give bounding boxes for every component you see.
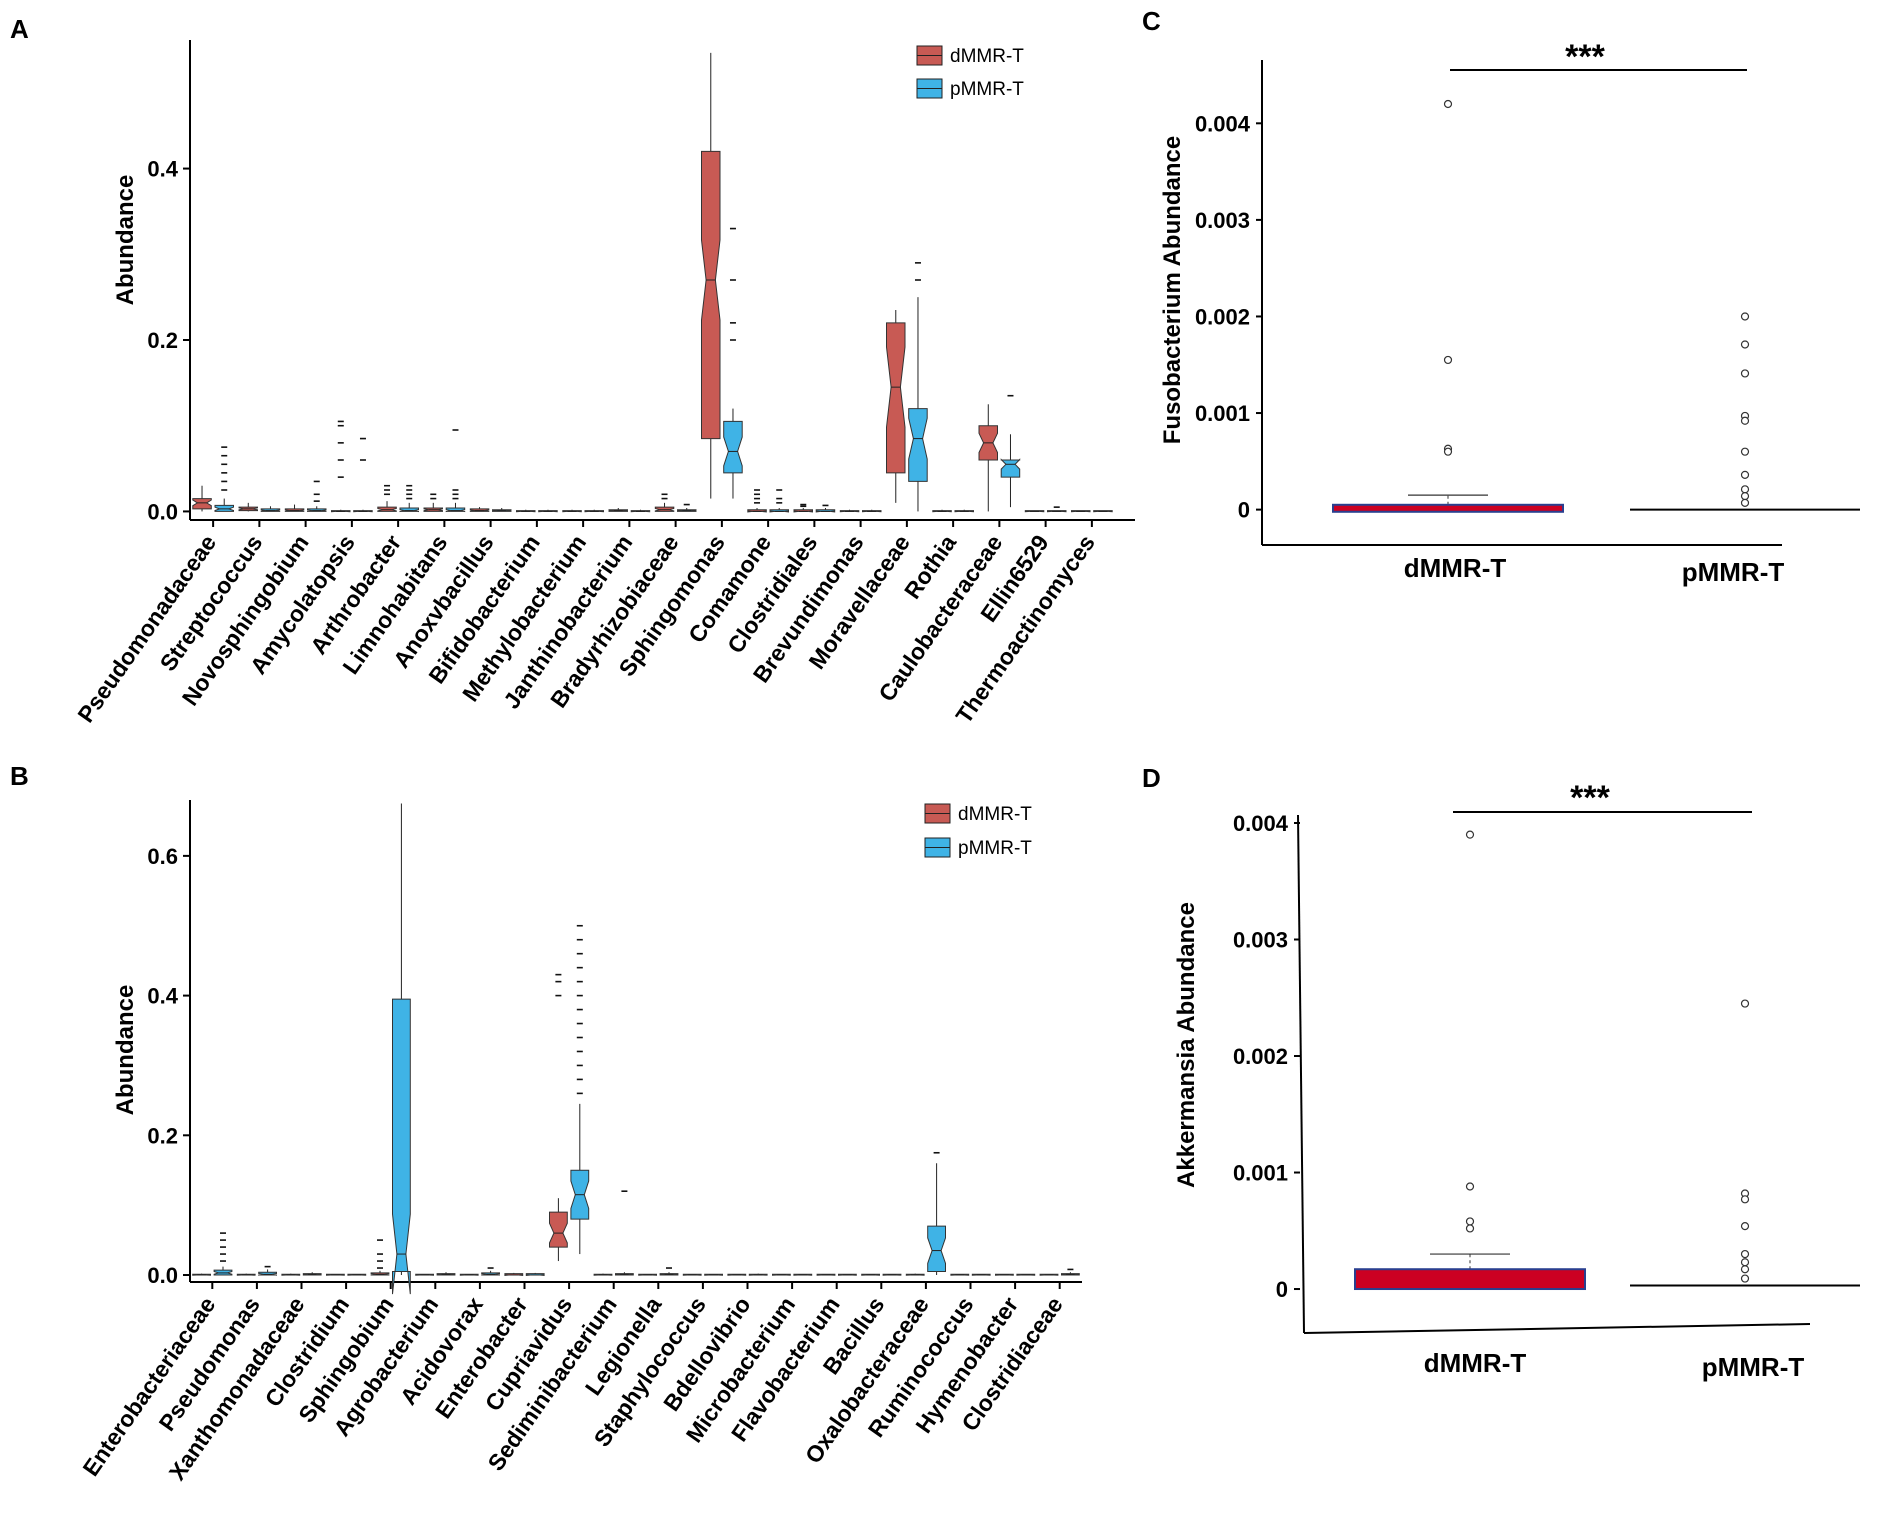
y-tick-label: 0.4	[147, 984, 178, 1009]
panel-d-marks: 0 0.001 0.002 0.003 0.004	[1233, 811, 1860, 1302]
panel-c: Fusobacterium Abundance *** dMMR-T pMMR-…	[1159, 38, 1860, 587]
outlier-point	[1742, 341, 1749, 348]
box	[724, 421, 743, 473]
legend-b-pmmr-label: pMMR-T	[958, 838, 1032, 859]
panel-d-significance-stars: ***	[1570, 779, 1610, 817]
box	[887, 323, 906, 473]
y-tick-label: 0.004	[1233, 811, 1289, 836]
y-tick-label: 0.003	[1195, 208, 1250, 233]
outlier-point	[1467, 1183, 1474, 1190]
panel-d-y-axis	[1298, 815, 1304, 1333]
outlier-point	[1445, 356, 1452, 363]
y-tick-label: 0.004	[1195, 111, 1251, 136]
panel-d-x-axis	[1304, 1324, 1810, 1333]
figure: A B C D Abundance 0.00.20.4Pseudomonadac…	[0, 0, 1904, 1517]
panel-c-marks: 0 0.001 0.002 0.003 0.004	[1195, 101, 1860, 523]
legend-a-pmmr-label: pMMR-T	[950, 79, 1024, 100]
outlier-point	[1445, 448, 1452, 455]
outlier-point	[1742, 1251, 1749, 1258]
outlier-point	[1742, 1000, 1749, 1007]
panel-a-legend: dMMR-T pMMR-T	[917, 46, 1024, 100]
panel-a-marks: 0.00.20.4PseudomonadaceaeStreptococcusNo…	[72, 53, 1112, 728]
panel-b: Abundance 0.00.20.40.6Enterobacteriaceae…	[77, 800, 1082, 1485]
outlier-point	[1445, 101, 1452, 108]
outlier-point	[1742, 499, 1749, 506]
outlier-point	[1742, 1223, 1749, 1230]
box	[550, 1212, 568, 1247]
y-tick-label: 0.6	[147, 844, 178, 869]
outlier-point	[1742, 471, 1749, 478]
box	[702, 151, 721, 438]
outlier-point	[1742, 1266, 1749, 1273]
panel-d-group-label-pmmr: pMMR-T	[1702, 1352, 1805, 1382]
panel-c-group-label-dmmr: dMMR-T	[1404, 553, 1507, 583]
outlier-point	[1742, 370, 1749, 377]
legend-a-dmmr-label: dMMR-T	[950, 46, 1024, 67]
outlier-point	[1467, 831, 1474, 838]
y-tick-label: 0.002	[1233, 1044, 1288, 1069]
box	[1333, 505, 1563, 512]
panel-label-a: A	[10, 14, 29, 44]
y-tick-label: 0.2	[147, 328, 178, 353]
panel-b-legend: dMMR-T pMMR-T	[925, 804, 1032, 859]
legend-b-dmmr-label: dMMR-T	[958, 804, 1032, 825]
panel-label-c: C	[1142, 6, 1161, 36]
y-tick-label: 0.002	[1195, 304, 1250, 329]
y-tick-label: 0.4	[147, 157, 178, 182]
y-tick-label: 0.0	[147, 1263, 178, 1288]
y-tick-label: 0	[1276, 1277, 1288, 1302]
y-tick-label: 0.0	[147, 499, 178, 524]
outlier-point	[1742, 313, 1749, 320]
outlier-point	[1742, 448, 1749, 455]
box	[393, 999, 411, 1294]
panel-b-marks: 0.00.20.40.6EnterobacteriaceaePseudomona…	[77, 803, 1079, 1484]
panel-b-y-label: Abundance	[112, 985, 139, 1116]
box	[909, 409, 928, 482]
outlier-point	[1467, 1218, 1474, 1225]
panel-d-y-label: Akkermansia Abundance	[1173, 902, 1200, 1188]
outlier-point	[1742, 417, 1749, 424]
panel-c-y-label: Fusobacterium Abundance	[1159, 136, 1186, 444]
box	[1355, 1269, 1585, 1289]
panel-c-group-label-pmmr: pMMR-T	[1682, 557, 1785, 587]
panel-label-d: D	[1142, 763, 1161, 793]
y-tick-label: 0	[1238, 498, 1250, 523]
panel-label-b: B	[10, 761, 29, 791]
box	[193, 499, 212, 509]
panel-d-group-label-dmmr: dMMR-T	[1424, 1348, 1527, 1378]
y-tick-label: 0.003	[1233, 928, 1288, 953]
box	[928, 1226, 946, 1271]
panel-a-y-label: Abundance	[112, 175, 139, 306]
outlier-point	[1742, 486, 1749, 493]
outlier-point	[1742, 493, 1749, 500]
outlier-point	[1742, 1196, 1749, 1203]
outlier-point	[1742, 1275, 1749, 1282]
outlier-point	[1467, 1225, 1474, 1232]
y-tick-label: 0.001	[1195, 401, 1250, 426]
outlier-point	[1742, 1259, 1749, 1266]
y-tick-label: 0.2	[147, 1123, 178, 1148]
panel-a: Abundance 0.00.20.4PseudomonadaceaeStrep…	[72, 40, 1135, 728]
box	[1001, 460, 1020, 478]
panel-c-significance-stars: ***	[1565, 38, 1605, 76]
y-tick-label: 0.001	[1233, 1161, 1288, 1186]
panel-d: Akkermansia Abundance *** dMMR-T pMMR-T …	[1173, 779, 1860, 1382]
